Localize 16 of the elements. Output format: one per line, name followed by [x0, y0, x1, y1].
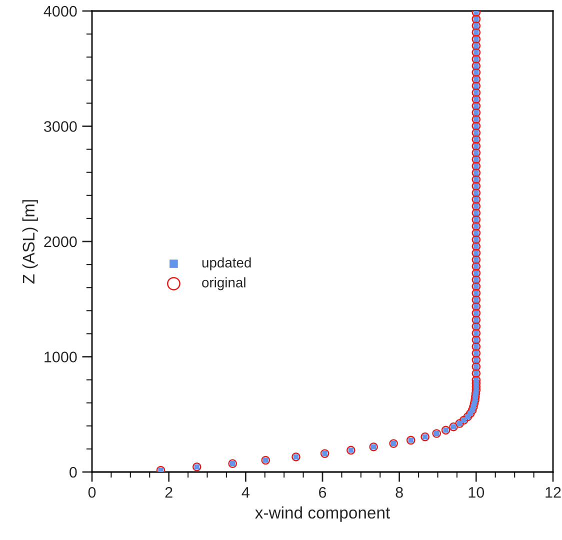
- y-tick-label: 0: [70, 466, 77, 478]
- x-tick-label: 2: [165, 486, 172, 498]
- x-tick-label: 8: [396, 486, 403, 498]
- x-tick-label: 4: [242, 487, 250, 498]
- x-tick-label: 10: [468, 486, 484, 498]
- y-tick-label: 2000: [44, 236, 77, 248]
- x-axis-title: x-wind component: [255, 506, 390, 522]
- y-tick-label: 1000: [44, 352, 77, 362]
- y-axis-title: Z (ASL) [m]: [22, 200, 38, 284]
- x-tick-label: 6: [319, 486, 326, 498]
- y-tick-label: 4000: [44, 6, 77, 17]
- legend-label: original: [202, 277, 246, 290]
- y-tick-label: 3000: [44, 121, 77, 132]
- legend-label: updated: [202, 257, 251, 270]
- x-tick-label: 0: [88, 486, 96, 498]
- x-tick-label: 12: [546, 486, 561, 498]
